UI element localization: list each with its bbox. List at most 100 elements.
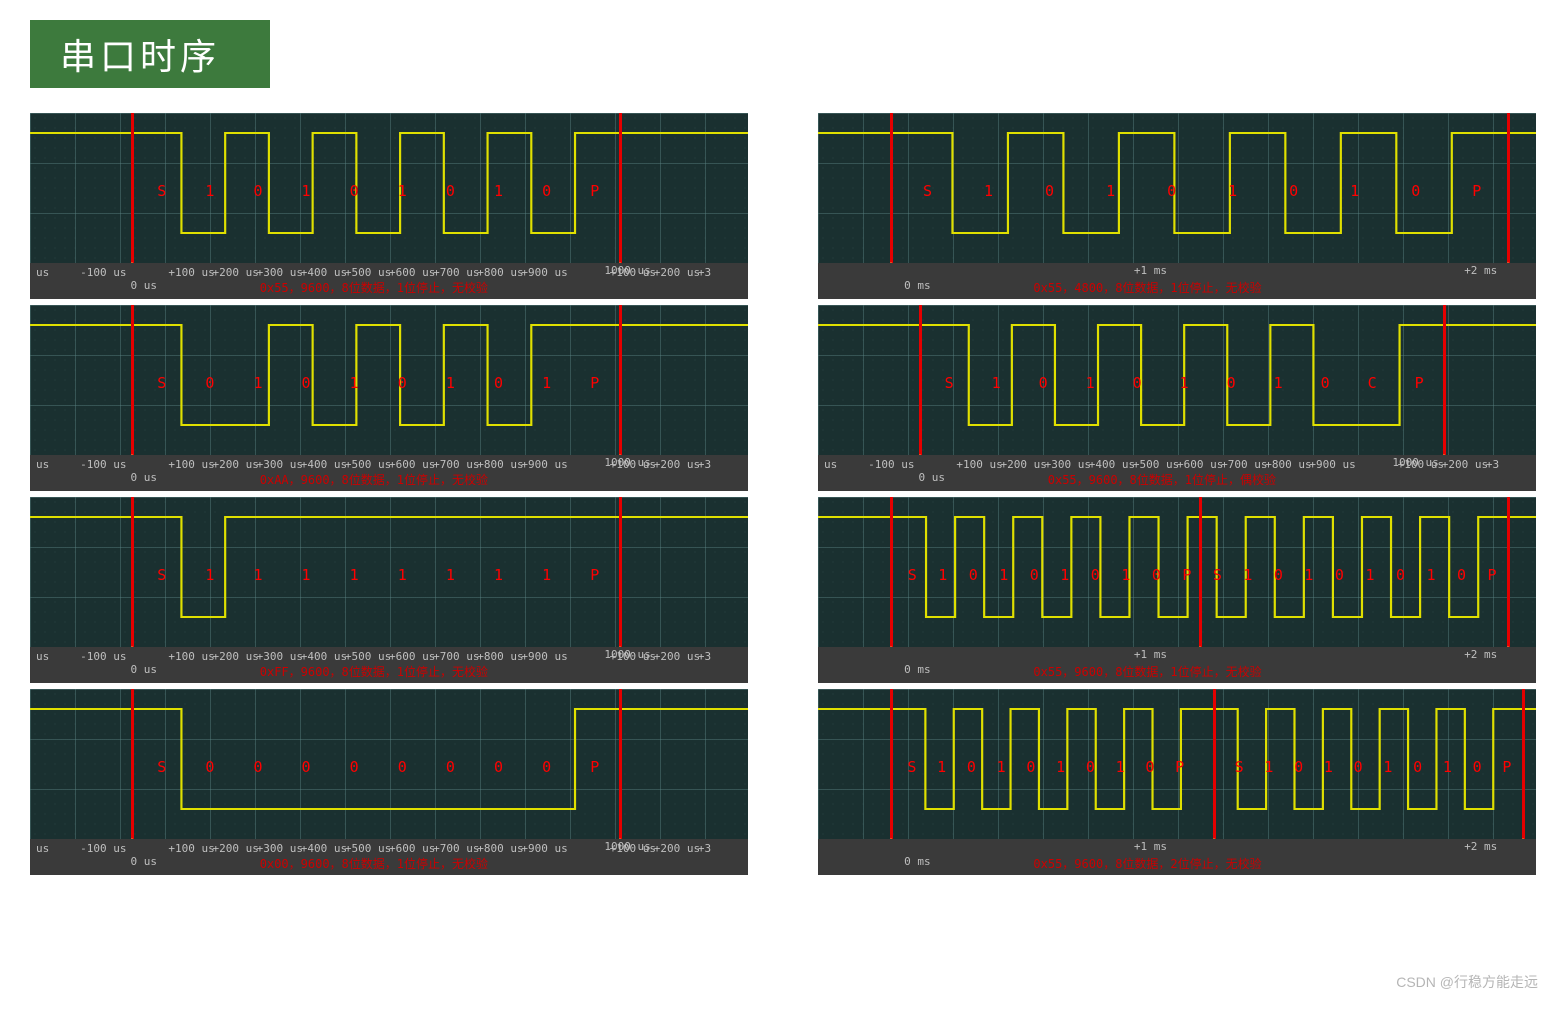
cursor-marker[interactable] [619, 113, 622, 263]
bit-label: 0 [282, 758, 330, 776]
axis-tick: +3 [1486, 458, 1530, 472]
bit-label: 0 [956, 758, 986, 776]
bit-label: 1 [330, 566, 378, 584]
cursor-marker[interactable] [919, 305, 922, 455]
axis-tick: +200 us [654, 266, 698, 280]
bit-label: 1 [1233, 566, 1264, 584]
time-axis: us-100 us+100 us+200 us+300 us+400 us+50… [30, 455, 748, 491]
axis-tick: +800 us [477, 458, 521, 472]
axis-major-tick: 1000 us [1392, 456, 1438, 470]
bit-label: 1 [234, 566, 282, 584]
axis-tick: +300 us [257, 458, 301, 472]
bit-labels: S11111111P [138, 566, 619, 584]
cursor-marker[interactable] [1443, 305, 1446, 455]
time-axis: 0 ms+1 ms+2 ms0x55，9600，8位数据，1位停止，无校验 [818, 647, 1536, 683]
axis-tick: +200 us [1442, 458, 1486, 472]
scope-panel: S10101010Pus-100 us+100 us+200 us+300 us… [30, 113, 748, 299]
bit-label: 0 [1141, 566, 1172, 584]
bit-labels: S10101010PS10101010P [897, 566, 1507, 584]
axis-tick [566, 842, 610, 856]
axis-tick: +800 us [477, 842, 521, 856]
bit-label: 1 [186, 566, 234, 584]
bit-label: 0 [1324, 566, 1355, 584]
cursor-marker[interactable] [890, 113, 893, 263]
bit-label: 1 [282, 566, 330, 584]
bit-label: 0 [378, 758, 426, 776]
cursor-marker[interactable] [890, 497, 893, 647]
bit-label: 0 [1141, 182, 1202, 200]
bit-label: 1 [973, 374, 1020, 392]
time-axis: us-100 us+100 us+200 us+300 us+400 us+50… [30, 647, 748, 683]
cursor-marker[interactable] [1507, 497, 1510, 647]
bit-label: 0 [186, 758, 234, 776]
bit-label: P [1165, 758, 1195, 776]
axis-tick: -100 us [80, 458, 124, 472]
oscilloscope-display: S10101010P [30, 113, 748, 263]
bit-label: 1 [1050, 566, 1081, 584]
signal-caption: 0x55，9600，8位数据，1位停止，无校验 [1033, 665, 1261, 681]
axis-tick: +200 us [654, 650, 698, 664]
bit-label: 1 [1255, 374, 1302, 392]
bit-label: S [138, 566, 186, 584]
bit-label: 0 [958, 566, 989, 584]
bit-label: 1 [474, 182, 522, 200]
bit-label: S [138, 758, 186, 776]
cursor-marker[interactable] [619, 689, 622, 839]
axis-tick: +800 us [477, 650, 521, 664]
axis-tick: +3 [698, 458, 742, 472]
signal-caption: 0x55，4800，8位数据，1位停止，无校验 [1033, 281, 1261, 297]
time-axis: us-100 us+100 us+200 us+300 us+400 us+50… [30, 263, 748, 299]
axis-tick: +900 us [521, 842, 565, 856]
cursor-marker[interactable] [619, 305, 622, 455]
bit-label: 0 [1302, 374, 1349, 392]
scope-panel: S11111111P us-100 us+100 us+200 us+300 us… [30, 497, 748, 683]
cursor-marker[interactable] [1507, 113, 1510, 263]
axis-tick: +500 us [345, 842, 389, 856]
bit-label: 0 [1208, 374, 1255, 392]
bit-label: 0 [1385, 182, 1446, 200]
axis-tick: +800 us [477, 266, 521, 280]
bit-label: 1 [1324, 182, 1385, 200]
axis-tick: +900 us [521, 458, 565, 472]
cursor-marker[interactable] [131, 689, 134, 839]
cursor-marker[interactable] [890, 689, 893, 839]
signal-caption: 0x00，9600，8位数据，1位停止，无校验 [260, 857, 488, 873]
bit-label: 0 [1263, 182, 1324, 200]
scope-columns: S10101010Pus-100 us+100 us+200 us+300 us… [30, 113, 1536, 881]
bit-label: 0 [186, 374, 234, 392]
bit-label: 1 [1067, 374, 1114, 392]
bit-label: 1 [986, 758, 1016, 776]
cursor-marker[interactable] [619, 497, 622, 647]
cursor-marker[interactable] [1522, 689, 1525, 839]
bit-label: 1 [234, 374, 282, 392]
axis-tick: +200 us [213, 842, 257, 856]
bit-label: 0 [474, 758, 522, 776]
axis-tick: -100 us [80, 650, 124, 664]
axis-major-tick: 1000 us [604, 264, 650, 278]
bit-label: S [138, 182, 186, 200]
bit-label: 0 [426, 758, 474, 776]
axis-tick: +700 us [433, 842, 477, 856]
bit-label: 1 [1355, 566, 1386, 584]
axis-tick [566, 266, 610, 280]
axis-zero: 0 ms [904, 663, 931, 677]
axis-tick: +400 us [301, 266, 345, 280]
axis-tick [1354, 458, 1398, 472]
cursor-marker[interactable] [131, 113, 134, 263]
axis-tick: +700 us [433, 458, 477, 472]
bit-label: 0 [234, 182, 282, 200]
bit-label: 0 [1019, 182, 1080, 200]
cursor-marker[interactable] [131, 497, 134, 647]
oscilloscope-display: S10101010PS10101010P [818, 497, 1536, 647]
bit-label: P [571, 182, 619, 200]
bit-label: 0 [378, 374, 426, 392]
axis-zero: 0 us [131, 471, 158, 485]
axis-tick: us [824, 458, 868, 472]
axis-tick: +600 us [389, 842, 433, 856]
cursor-marker[interactable] [131, 305, 134, 455]
axis-tick: +900 us [521, 650, 565, 664]
axis-tick: +500 us [345, 266, 389, 280]
scope-panel: S10101010PS10101010P0 ms+1 ms+2 ms0x55，9… [818, 689, 1536, 875]
time-axis: us-100 us+100 us+200 us+300 us+400 us+50… [30, 839, 748, 875]
axis-tick: +600 us [1177, 458, 1221, 472]
